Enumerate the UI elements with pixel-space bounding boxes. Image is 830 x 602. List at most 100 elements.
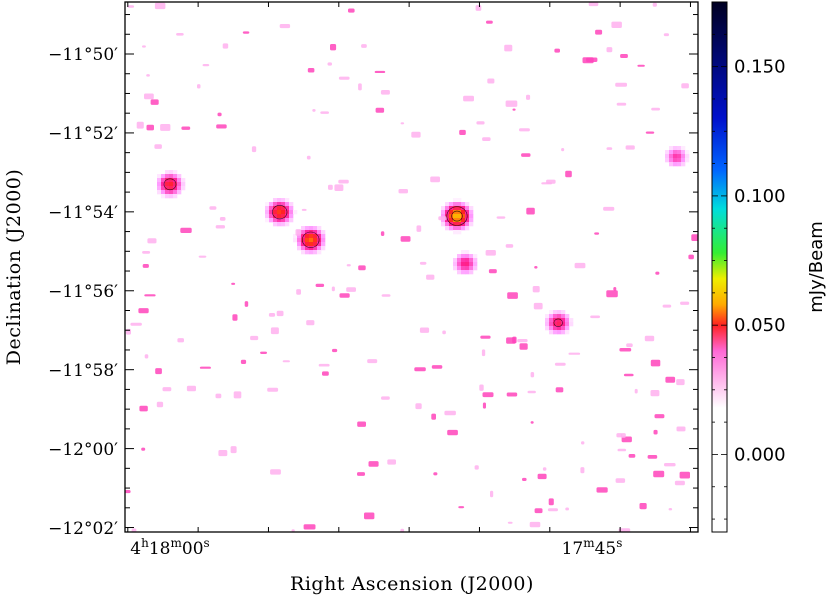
noise-speckle (295, 229, 302, 236)
y-axis-title: Declination (J2000) (3, 169, 25, 366)
image-pixel (453, 266, 458, 271)
contour-lines (163, 162, 830, 327)
image-pixel (557, 330, 562, 335)
image-pixel (473, 266, 478, 271)
noise-speckle (654, 414, 665, 419)
image-pixel (469, 206, 474, 211)
noise-speckle (411, 131, 421, 138)
image-pixel (545, 322, 550, 327)
noise-speckle (534, 266, 538, 269)
noise-speckle (127, 5, 135, 8)
colorbar (711, 1, 728, 533)
x-tick-minutes: 18 (149, 539, 171, 559)
noise-speckle (534, 508, 543, 514)
image-pixel (461, 254, 466, 259)
image-pixel (273, 198, 278, 203)
noise-speckle (415, 403, 422, 410)
noise-speckle (338, 76, 350, 80)
colorbar-tick-label: 0.050 (734, 315, 786, 336)
image-pixel (173, 186, 178, 191)
image-pixel (473, 258, 478, 263)
image-pixel (309, 246, 314, 251)
image-pixel (469, 262, 474, 267)
noise-speckle (357, 421, 366, 427)
image-pixel (673, 158, 678, 163)
noise-speckle (679, 471, 690, 479)
image-pixel (565, 322, 570, 327)
image-pixel (177, 178, 182, 183)
image-pixel (269, 202, 274, 207)
image-pixel (273, 206, 278, 211)
noise-speckle (334, 184, 344, 191)
y-tick-label: −11°50′ (48, 45, 118, 65)
noise-speckle (616, 433, 623, 438)
image-pixel (461, 214, 466, 219)
noise-speckle (154, 2, 166, 10)
image-pixel (465, 262, 470, 267)
noise-speckle (479, 384, 484, 391)
image-pixel (445, 210, 450, 215)
image-pixel (161, 182, 166, 187)
image-pixel (177, 186, 182, 191)
image-pixel (553, 326, 558, 331)
image-pixel (321, 246, 326, 251)
noise-speckle (240, 359, 247, 364)
noise-speckle (496, 216, 506, 219)
image-pixel (457, 266, 462, 271)
image-pixel (165, 186, 170, 191)
noise-speckle (505, 244, 514, 248)
image-pixel (181, 186, 186, 191)
image-pixel (269, 210, 274, 215)
x-tick-unit: s (204, 536, 210, 550)
y-tick-label: −12°00′ (48, 440, 118, 460)
image-pixel (465, 258, 470, 263)
noise-speckle (512, 108, 516, 111)
noise-speckle (442, 330, 446, 335)
contour-line (792, 162, 830, 209)
image-pixel (673, 162, 678, 167)
image-pixel (673, 146, 678, 151)
noise-speckle (644, 335, 655, 342)
image-pixel (297, 234, 302, 239)
noise-speckle (634, 388, 638, 394)
noise-speckle (606, 290, 618, 298)
image-pixel (165, 174, 170, 179)
noise-speckle (216, 124, 227, 129)
image-pixel (445, 218, 450, 223)
image-pixel (309, 242, 314, 247)
noise-speckle (339, 293, 350, 298)
image-pixel (277, 222, 282, 227)
image-pixel (453, 258, 458, 263)
noise-speckle (346, 264, 351, 267)
noise-speckle (522, 477, 527, 481)
image-pixel (561, 318, 566, 323)
noise-speckle (307, 68, 315, 73)
noise-speckle (197, 84, 201, 89)
image-pixel (549, 310, 554, 315)
noise-speckle (260, 351, 267, 354)
image-pixel (673, 150, 678, 155)
noise-speckle (481, 349, 486, 357)
noise-speckle (419, 327, 430, 333)
y-tick-label: −11°52′ (48, 124, 118, 144)
x-axis: 4h18m00s17m45s17m30s17m15s (127, 2, 691, 559)
noise-speckle (676, 426, 686, 432)
image-pixel (465, 210, 470, 215)
noise-speckle (144, 294, 156, 297)
x-axis-title: Right Ascension (J2000) (290, 573, 534, 595)
image-pixel (305, 238, 310, 243)
image-pixel (457, 230, 462, 235)
noise-speckle (374, 70, 386, 73)
noise-speckle (400, 528, 405, 532)
image-pixel (277, 198, 282, 203)
image-pixel (457, 270, 462, 275)
image-pixel (293, 234, 298, 239)
image-pixel (317, 246, 322, 251)
x-tick-label: 4h18m00s (130, 536, 209, 559)
noise-speckle (291, 529, 295, 532)
image-pixel (161, 174, 166, 179)
image-pixel (441, 214, 446, 219)
noise-speckle (527, 390, 536, 394)
x-tick-minutes: 17 (562, 539, 584, 559)
image-pixel (461, 222, 466, 227)
